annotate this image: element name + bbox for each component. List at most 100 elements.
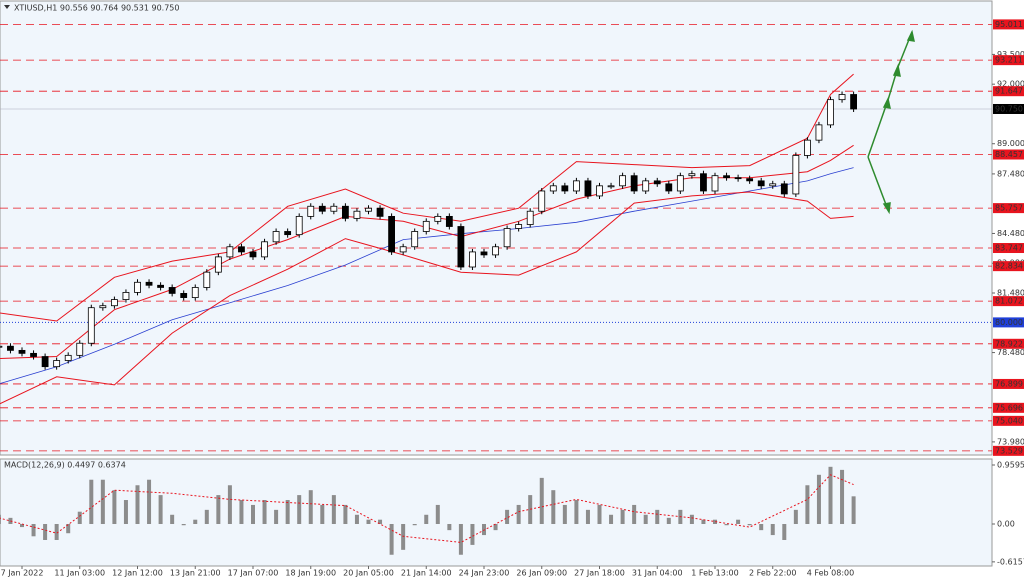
macd-bar — [170, 514, 175, 524]
candle — [804, 139, 811, 156]
y-tick-label: 89.000 — [997, 139, 1024, 148]
candle — [261, 241, 268, 258]
reference-label: 80.000 — [995, 318, 1023, 327]
y-tick-label: 81.480 — [997, 289, 1024, 298]
macd-bar — [493, 523, 498, 531]
price-panel — [0, 0, 993, 456]
level-box — [993, 378, 1024, 389]
candle — [445, 215, 453, 227]
x-tick-label: 1 Feb 13:00 — [691, 569, 738, 578]
candle — [734, 177, 742, 180]
candle — [111, 299, 118, 307]
macd-bar — [251, 504, 255, 524]
candle — [792, 155, 800, 195]
arrow-head — [882, 96, 891, 109]
macd-bar — [562, 504, 567, 524]
candle — [561, 185, 569, 192]
macd-bar — [343, 504, 348, 524]
macd-bar — [8, 517, 13, 524]
y-tick-label: 0.00 — [997, 519, 1015, 528]
macd-bar — [77, 511, 82, 524]
level-box — [993, 338, 1024, 349]
macd-bar — [782, 523, 787, 540]
macd-bar — [585, 509, 590, 524]
level-box — [993, 445, 1024, 456]
candle — [411, 231, 419, 248]
macd-bar — [66, 523, 71, 534]
candle — [573, 180, 580, 192]
level-box — [993, 415, 1024, 426]
macd-bar — [736, 519, 741, 524]
candle — [665, 183, 673, 192]
level-box — [993, 203, 1024, 214]
level-box — [993, 55, 1024, 66]
down-arrow-line — [867, 156, 889, 211]
macd-bar — [840, 469, 845, 524]
candle — [584, 180, 592, 197]
candle — [457, 226, 465, 268]
bollinger-lower — [0, 191, 854, 405]
candle — [226, 246, 234, 258]
candle — [365, 207, 372, 212]
macd-bar — [551, 490, 556, 524]
y-tick-label: 87.480 — [997, 169, 1024, 178]
macd-bar — [401, 523, 406, 550]
macd-bar — [123, 500, 128, 524]
candle — [87, 307, 95, 344]
y-tick-label: 92.000 — [997, 80, 1024, 89]
macd-panel — [0, 458, 993, 567]
candle — [168, 287, 176, 294]
candle — [607, 185, 615, 188]
macd-bar — [378, 519, 383, 524]
forecast-arrows — [867, 29, 915, 215]
x-tick-label: 7 Jan 2022 — [1, 569, 44, 578]
level-label: 76.899 — [995, 379, 1023, 388]
candle — [122, 292, 130, 300]
candle — [64, 354, 72, 361]
candle — [688, 173, 696, 177]
macd-bar — [112, 490, 117, 524]
level-label: 91.647 — [995, 87, 1023, 96]
menu-triangle[interactable] — [4, 5, 10, 9]
candle — [422, 220, 430, 232]
level-label: 93.211 — [995, 56, 1023, 65]
macd-bar — [89, 479, 94, 524]
candle — [388, 215, 396, 253]
macd-bar — [505, 509, 510, 524]
macd-bar — [597, 504, 602, 524]
candle — [515, 224, 523, 229]
macd-bar — [713, 519, 717, 524]
candle — [307, 205, 315, 217]
macd-bar — [43, 523, 48, 540]
candle — [676, 175, 684, 192]
candle — [769, 183, 777, 187]
candle — [99, 305, 107, 309]
x-tick-label: 17 Jan 07:00 — [228, 569, 279, 578]
macd-bar — [193, 519, 198, 524]
macd-bar — [424, 514, 429, 524]
candle — [180, 293, 188, 298]
macd-bar — [412, 523, 417, 526]
macd-bar — [574, 500, 579, 524]
macd-bar — [366, 519, 371, 524]
candle — [157, 284, 165, 288]
macd-bar — [100, 479, 105, 524]
x-tick-label: 11 Jan 03:00 — [54, 569, 105, 578]
macd-bar — [447, 523, 452, 531]
level-label: 82.834 — [995, 262, 1023, 271]
candle — [492, 246, 499, 256]
macd-bar — [204, 509, 209, 524]
candle — [214, 256, 222, 273]
candle — [249, 251, 257, 258]
candle — [341, 205, 349, 219]
candle — [295, 215, 303, 236]
macd-bar — [759, 523, 764, 531]
y-tick-label: 93.500 — [997, 50, 1024, 59]
candle — [746, 178, 754, 182]
candle — [0, 345, 3, 348]
x-tick-label: 20 Jan 05:00 — [343, 569, 394, 578]
macd-bar — [389, 523, 394, 555]
arrow-head — [906, 29, 915, 42]
level-label: 81.072 — [995, 297, 1023, 306]
